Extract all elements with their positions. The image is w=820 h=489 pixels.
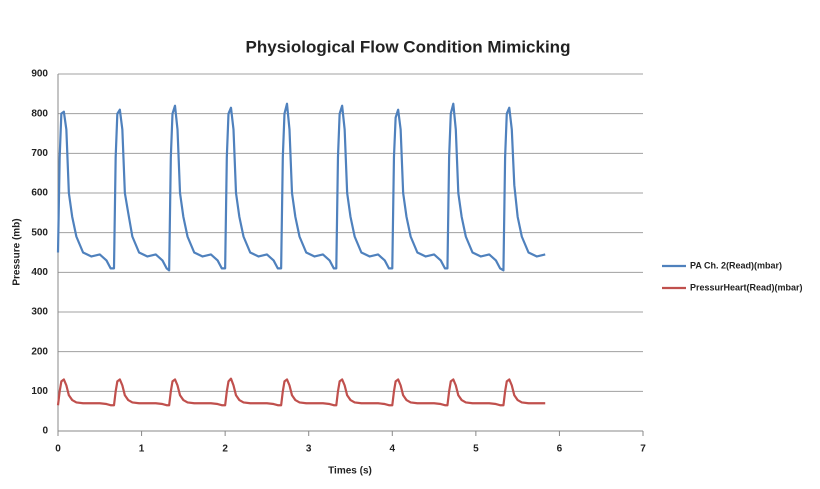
x-tick-label: 1 <box>139 444 145 455</box>
series-line <box>56 377 546 407</box>
x-tick-label: 2 <box>222 444 228 455</box>
x-tick-label: 3 <box>306 444 312 455</box>
y-tick-label: 500 <box>31 227 48 238</box>
legend-label: PressurHeart(Read)(mbar) <box>690 282 803 292</box>
y-tick-label: 0 <box>42 426 48 437</box>
y-tick-label: 400 <box>31 267 48 278</box>
y-tick-label: 600 <box>31 188 48 199</box>
y-tick-label: 200 <box>31 346 48 357</box>
y-tick-label: 700 <box>31 148 48 159</box>
x-tick-label: 0 <box>55 444 61 455</box>
x-tick-label: 6 <box>557 444 563 455</box>
chart-title: Physiological Flow Condition Mimicking <box>246 37 571 56</box>
x-tick-label: 4 <box>390 444 396 455</box>
y-tick-label: 300 <box>31 307 48 318</box>
y-tick-label: 800 <box>31 108 48 119</box>
series-line <box>56 102 546 272</box>
x-axis-title: Times (s) <box>328 466 372 477</box>
y-tick-label: 100 <box>31 386 48 397</box>
y-tick-label: 900 <box>31 69 48 80</box>
legend-label: PA Ch. 2(Read)(mbar) <box>690 260 782 270</box>
y-axis-title: Pressure (mb) <box>12 218 23 285</box>
x-tick-label: 5 <box>473 444 479 455</box>
x-tick-label: 7 <box>640 444 646 455</box>
